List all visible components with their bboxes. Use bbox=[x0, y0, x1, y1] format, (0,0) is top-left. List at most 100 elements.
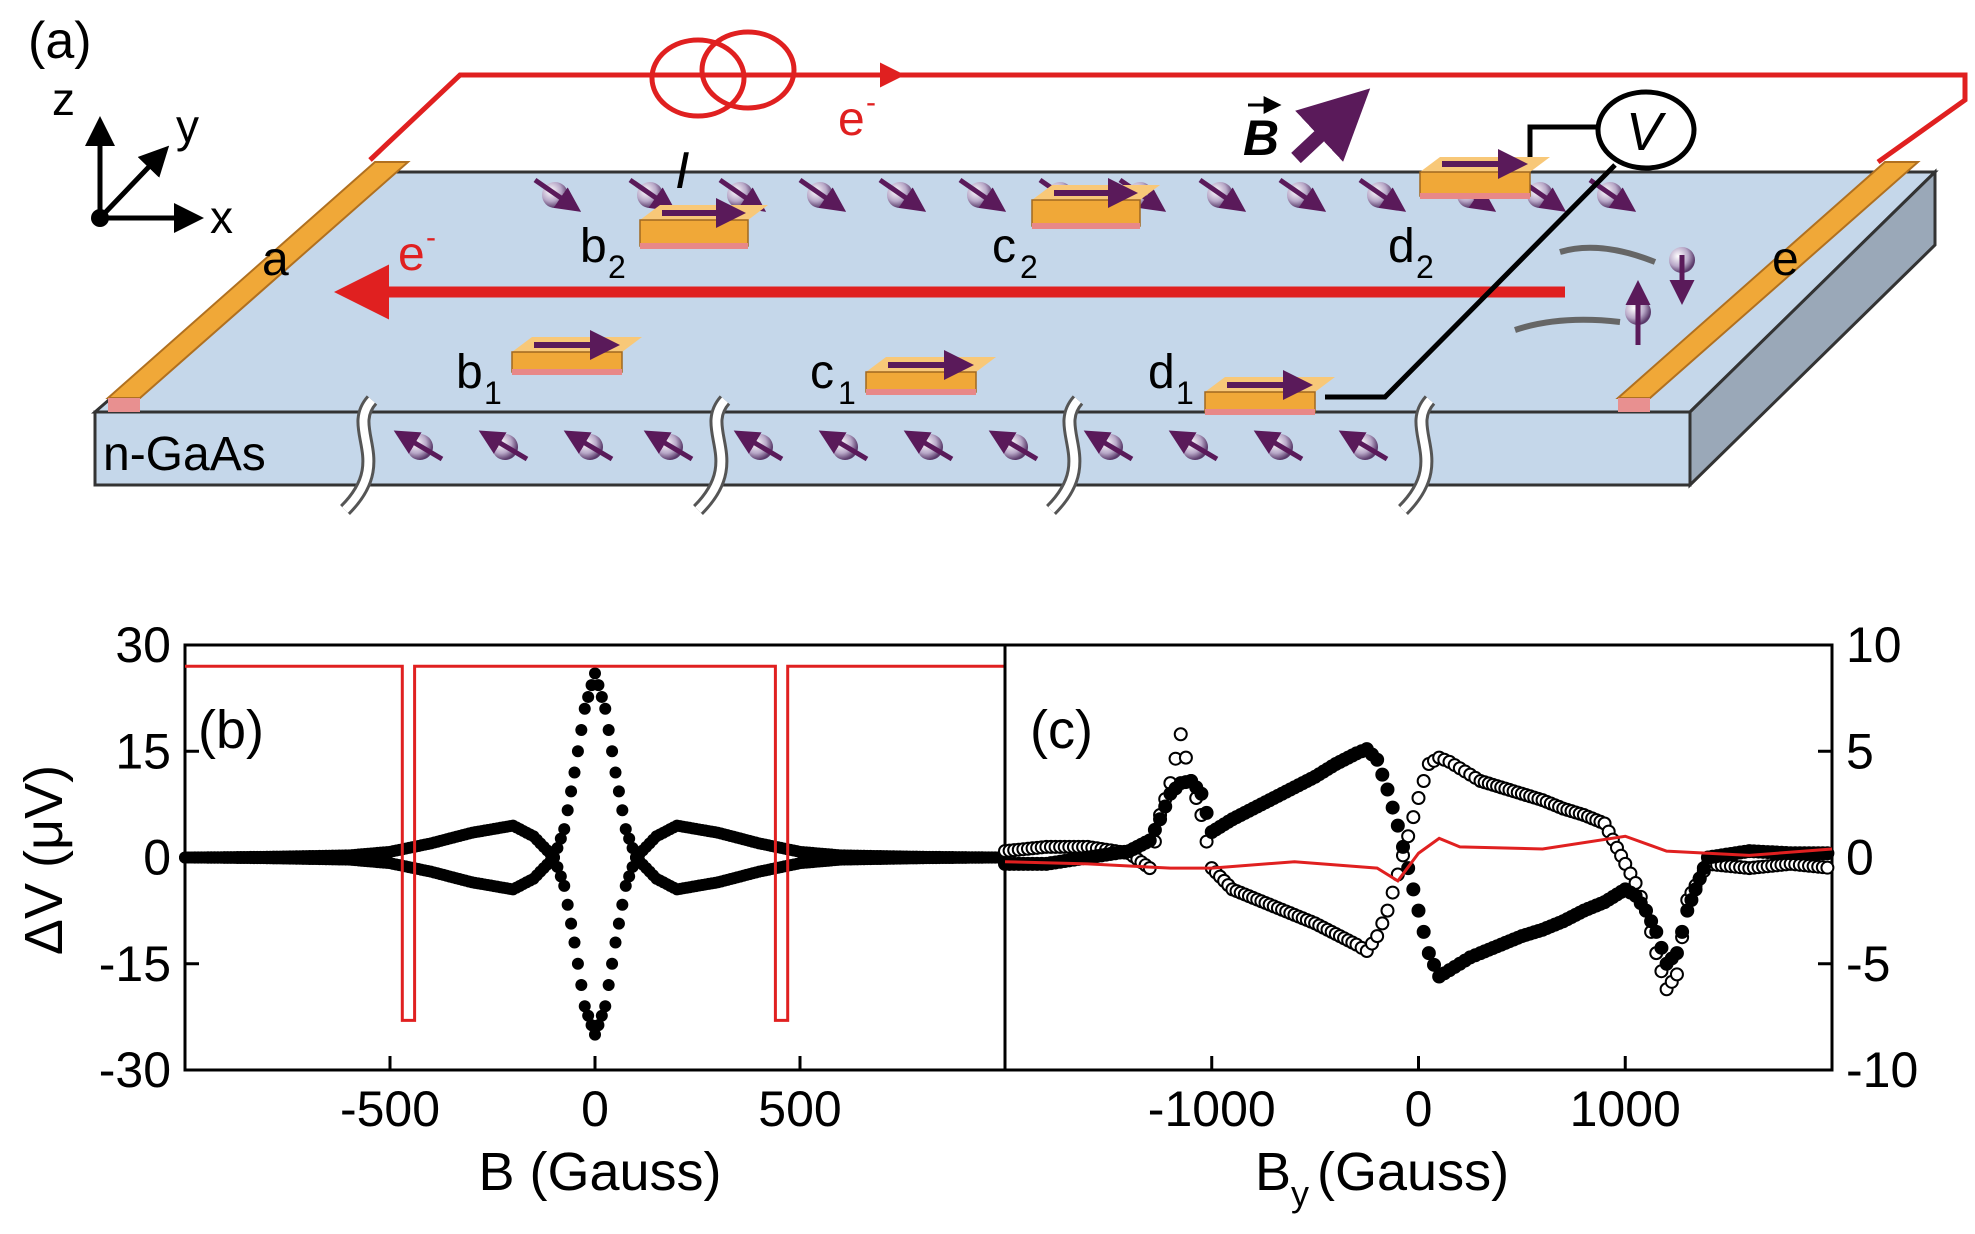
data-point bbox=[554, 832, 567, 845]
x-tick-label: -1000 bbox=[1148, 1081, 1276, 1137]
voltmeter-wire-2 bbox=[1527, 124, 1600, 157]
data-point bbox=[602, 724, 615, 736]
data-point bbox=[1380, 903, 1395, 918]
data-point bbox=[551, 860, 564, 873]
data-point bbox=[1380, 782, 1395, 797]
x-tick-label: 0 bbox=[581, 1081, 609, 1137]
electrode-b1: b 1 bbox=[456, 330, 642, 411]
svg-text:1: 1 bbox=[1176, 375, 1194, 411]
spin-icon bbox=[628, 177, 677, 212]
field-label: B bbox=[1243, 110, 1279, 166]
data-point bbox=[558, 879, 571, 892]
spin-row-front bbox=[393, 430, 1389, 462]
data-point bbox=[1427, 957, 1442, 972]
data-point bbox=[1675, 924, 1690, 939]
spin-icon bbox=[733, 430, 784, 462]
y-tick-label: -15 bbox=[99, 936, 171, 992]
electrode-c2: c 2 bbox=[992, 178, 1160, 285]
data-point bbox=[571, 957, 584, 970]
data-point bbox=[606, 957, 619, 970]
data-point bbox=[1375, 767, 1390, 782]
electrode-c1: c 1 bbox=[810, 346, 996, 411]
data-point bbox=[623, 832, 636, 845]
svg-text:d: d bbox=[1148, 346, 1175, 399]
svg-text:1: 1 bbox=[838, 375, 856, 411]
data-point bbox=[1406, 810, 1421, 825]
data-point bbox=[612, 917, 625, 930]
schematic-panel: (a) z y x n-GaAs I e - B a bbox=[28, 12, 1968, 515]
data-point bbox=[619, 823, 632, 836]
spin-icon bbox=[818, 430, 869, 462]
svg-text:-: - bbox=[426, 221, 436, 254]
material-label: n-GaAs bbox=[103, 428, 266, 481]
spin-icon bbox=[903, 430, 954, 462]
chart-b-ylabel: ΔV (μV) bbox=[14, 765, 74, 955]
break-marks bbox=[339, 395, 1436, 515]
data-point bbox=[1158, 799, 1173, 814]
electrode-d2: d 2 bbox=[1388, 149, 1550, 285]
data-point bbox=[568, 766, 581, 779]
chart-b: (b) 30 15 0 -15 -30 -500 0 500 B (Gauss) ΔV (μ… bbox=[14, 617, 1008, 1202]
panel-label-b: (b) bbox=[198, 700, 264, 760]
data-point bbox=[1416, 774, 1431, 788]
series-line bbox=[185, 664, 1005, 1022]
data-point bbox=[612, 785, 625, 798]
svg-text:1: 1 bbox=[484, 375, 502, 411]
svg-text:2: 2 bbox=[1020, 249, 1038, 285]
electron-label-top: e bbox=[838, 93, 865, 146]
data-point bbox=[1194, 786, 1209, 801]
data-point bbox=[558, 823, 571, 836]
spin-icon bbox=[1083, 430, 1134, 462]
y-tick-label: 15 bbox=[115, 723, 171, 779]
svg-text:c: c bbox=[810, 346, 834, 399]
data-point bbox=[1411, 903, 1426, 918]
svg-text:2: 2 bbox=[608, 249, 626, 285]
data-point bbox=[1385, 800, 1400, 815]
panel-label-c: (c) bbox=[1030, 700, 1093, 760]
axis-y-label: y bbox=[176, 100, 199, 152]
axis-z-label: z bbox=[52, 73, 75, 125]
panel-label-a: (a) bbox=[28, 12, 92, 70]
electrode-b2: b 2 bbox=[580, 198, 768, 285]
x-tick-label: 1000 bbox=[1570, 1081, 1681, 1137]
contact-a-label: a bbox=[262, 233, 289, 286]
spin-icon bbox=[533, 177, 582, 212]
spin-icon bbox=[958, 177, 1007, 212]
data-point bbox=[565, 785, 578, 798]
y-tick-label: 5 bbox=[1846, 723, 1874, 779]
svg-text:b: b bbox=[456, 346, 483, 399]
data-point bbox=[602, 979, 615, 991]
y-tick-label: -5 bbox=[1846, 936, 1890, 992]
y-tick-label: -10 bbox=[1846, 1042, 1918, 1098]
svg-text:b: b bbox=[580, 220, 607, 273]
y-tick-label: 10 bbox=[1846, 617, 1902, 673]
data-point bbox=[623, 870, 636, 883]
axis-x-label: x bbox=[210, 191, 233, 243]
y-tick-label: 0 bbox=[1846, 830, 1874, 886]
data-point bbox=[548, 851, 560, 864]
svg-text:c: c bbox=[992, 220, 1016, 273]
y-tick-label: 0 bbox=[143, 830, 171, 886]
data-point bbox=[551, 842, 564, 855]
current-source-icon bbox=[649, 37, 747, 119]
data-point bbox=[1654, 940, 1669, 955]
data-point bbox=[616, 898, 629, 911]
data-point bbox=[616, 804, 629, 817]
substrate-side bbox=[1688, 168, 1937, 489]
svg-text:d: d bbox=[1388, 220, 1415, 273]
data-point bbox=[578, 702, 591, 715]
spin-icon bbox=[798, 177, 847, 212]
voltmeter-icon bbox=[1595, 89, 1697, 171]
data-point bbox=[609, 766, 622, 779]
data-point bbox=[568, 936, 581, 949]
spin-icon bbox=[1198, 177, 1247, 212]
data-point bbox=[609, 936, 622, 949]
data-point bbox=[1669, 967, 1684, 982]
data-point bbox=[599, 702, 612, 715]
x-tick-label: -500 bbox=[340, 1081, 440, 1137]
svg-text:-: - bbox=[866, 86, 876, 119]
data-point bbox=[561, 898, 574, 911]
data-point bbox=[592, 679, 605, 692]
data-point bbox=[1173, 727, 1188, 742]
data-point bbox=[578, 1000, 591, 1013]
